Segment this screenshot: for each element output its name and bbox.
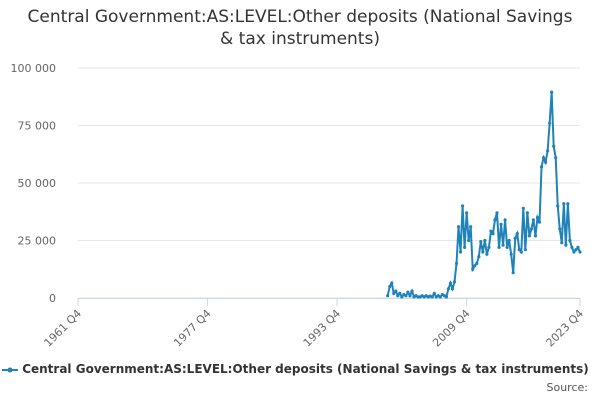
data-point bbox=[523, 248, 527, 252]
source: Source: bbox=[546, 381, 589, 394]
x-tick-label: 1993 Q4 bbox=[301, 307, 344, 350]
data-point bbox=[469, 225, 473, 229]
y-tick-label: 75 000 bbox=[18, 120, 57, 133]
data-point bbox=[566, 202, 570, 206]
data-point bbox=[410, 289, 414, 293]
data-point bbox=[390, 281, 394, 285]
data-point bbox=[404, 294, 408, 298]
data-point bbox=[408, 294, 412, 298]
data-point bbox=[576, 245, 580, 249]
data-point bbox=[475, 261, 479, 266]
data-point bbox=[552, 144, 556, 148]
data-point bbox=[539, 165, 544, 169]
data-point bbox=[517, 248, 521, 252]
y-tick-label: 100 000 bbox=[11, 62, 57, 75]
x-tick-label: 1961 Q4 bbox=[42, 307, 85, 350]
data-point bbox=[396, 294, 400, 298]
data-point bbox=[509, 252, 513, 256]
data-point bbox=[465, 211, 469, 215]
data-point bbox=[456, 225, 461, 229]
data-point bbox=[550, 90, 554, 94]
data-point bbox=[562, 202, 566, 206]
data-point bbox=[483, 238, 487, 243]
data-point bbox=[507, 238, 511, 243]
data-point bbox=[463, 245, 467, 249]
x-tick-label: 2009 Q4 bbox=[430, 307, 473, 350]
data-point bbox=[438, 295, 442, 299]
data-point bbox=[527, 234, 531, 238]
data-point bbox=[533, 234, 538, 238]
data-point bbox=[400, 295, 404, 299]
data-point bbox=[535, 215, 540, 220]
data-point bbox=[430, 295, 434, 299]
data-point bbox=[493, 218, 497, 222]
data-point bbox=[448, 281, 453, 285]
data-point bbox=[499, 222, 503, 226]
data-point bbox=[572, 250, 576, 254]
data-point bbox=[491, 232, 495, 236]
y-tick-label: 0 bbox=[49, 292, 56, 305]
data-point bbox=[558, 227, 562, 231]
data-point bbox=[388, 284, 392, 289]
data-point bbox=[543, 160, 548, 164]
data-point bbox=[392, 291, 396, 295]
data-point bbox=[578, 250, 582, 254]
data-point bbox=[394, 289, 398, 293]
data-point bbox=[556, 204, 560, 208]
legend-label: Central Government:AS:LEVEL:Other deposi… bbox=[22, 362, 589, 376]
data-point bbox=[525, 211, 529, 215]
data-point bbox=[406, 290, 410, 294]
legend-marker bbox=[2, 367, 18, 372]
data-point bbox=[479, 240, 483, 244]
data-point bbox=[574, 248, 578, 252]
data-point bbox=[503, 218, 507, 222]
data-point bbox=[541, 156, 546, 160]
data-point bbox=[554, 156, 558, 160]
y-tick-label: 25 000 bbox=[18, 235, 57, 248]
y-tick-label: 50 000 bbox=[18, 177, 57, 190]
data-point bbox=[432, 291, 436, 295]
data-point bbox=[481, 250, 485, 254]
data-point bbox=[560, 241, 564, 245]
data-point bbox=[495, 211, 499, 215]
data-point bbox=[444, 295, 449, 299]
legend[interactable]: Central Government:AS:LEVEL:Other deposi… bbox=[0, 362, 600, 376]
data-point bbox=[513, 236, 517, 240]
data-point bbox=[505, 245, 509, 249]
x-tick-label: 1977 Q4 bbox=[171, 307, 214, 350]
data-point bbox=[450, 287, 455, 291]
data-point bbox=[570, 245, 574, 249]
data-point bbox=[471, 267, 475, 271]
data-point bbox=[477, 255, 481, 259]
data-point bbox=[564, 243, 568, 247]
data-point bbox=[458, 250, 463, 254]
data-point bbox=[485, 252, 489, 256]
data-point bbox=[460, 204, 465, 208]
data-point bbox=[537, 220, 542, 224]
data-point bbox=[473, 264, 477, 268]
data-point bbox=[467, 238, 471, 243]
data-point bbox=[515, 232, 519, 236]
data-point bbox=[519, 250, 523, 254]
data-point bbox=[531, 218, 536, 222]
data-point bbox=[546, 149, 550, 153]
chart: 0 25 000 50 000 75 000 100 000 1961 Q4 1977 Q4… bbox=[11, 62, 587, 350]
data-point bbox=[497, 245, 501, 249]
data-point bbox=[398, 291, 402, 295]
data-point bbox=[446, 287, 451, 291]
data-point bbox=[511, 271, 515, 275]
data-point bbox=[521, 206, 525, 210]
x-tick-label: 2023 Q4 bbox=[544, 307, 587, 350]
data-point bbox=[548, 121, 552, 125]
data-point bbox=[501, 243, 505, 247]
data-point bbox=[454, 261, 459, 266]
data-point bbox=[529, 227, 534, 231]
chart-title: Central Government:AS:LEVEL:Other deposi… bbox=[27, 7, 573, 49]
data-point bbox=[386, 294, 390, 298]
data-point bbox=[487, 245, 491, 249]
data-point bbox=[489, 229, 493, 233]
data-point bbox=[452, 280, 457, 284]
data-point bbox=[568, 238, 572, 243]
